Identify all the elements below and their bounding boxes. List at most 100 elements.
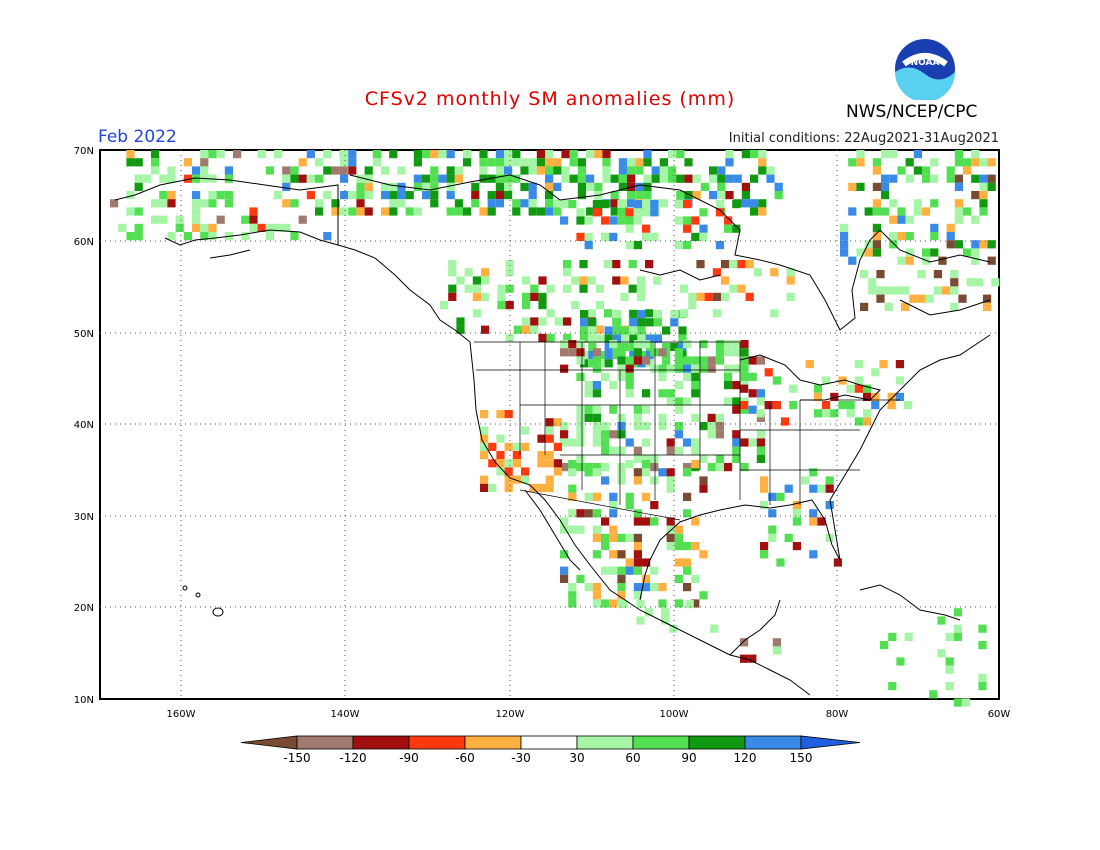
anomaly-cell: [577, 182, 586, 191]
anomaly-cell: [545, 199, 554, 208]
anomaly-cell: [331, 166, 340, 175]
coastlines: [114, 174, 991, 696]
anomaly-cell: [192, 215, 201, 224]
anomaly-cell: [792, 542, 801, 551]
anomaly-cell: [126, 207, 135, 216]
anomaly-cell: [909, 294, 918, 303]
anomaly-cell: [609, 599, 618, 608]
anomaly-cell: [642, 340, 651, 349]
anomaly-cell: [758, 207, 767, 216]
anomaly-cell: [588, 342, 597, 351]
anomaly-cell: [618, 158, 627, 167]
anomaly-cell: [224, 174, 233, 183]
anomaly-cell: [876, 270, 885, 279]
anomaly-cell: [604, 309, 613, 318]
anomaly-cell: [674, 348, 683, 357]
anomaly-cell: [770, 268, 779, 277]
anomaly-cell: [954, 199, 963, 208]
anomaly-cell: [208, 191, 217, 200]
color-bar-swatch: [688, 735, 746, 750]
anomaly-cell: [553, 459, 562, 468]
anomaly-cell: [724, 216, 733, 225]
anomaly-cell: [650, 348, 659, 357]
anomaly-cell: [446, 174, 455, 183]
anomaly-cell: [636, 600, 645, 609]
anomaly-cell: [488, 483, 497, 492]
anomaly-cell: [741, 199, 750, 208]
anomaly-cell: [925, 294, 934, 303]
anomaly-cell: [580, 326, 589, 335]
anomaly-cell: [860, 270, 869, 279]
anomaly-cell: [601, 216, 610, 225]
anomaly-cell: [642, 468, 651, 477]
anomaly-cell: [627, 166, 636, 175]
anomaly-cell: [670, 318, 679, 327]
anomaly-cell: [987, 174, 996, 183]
anomaly-cell: [856, 150, 865, 159]
anomaly-cell: [717, 166, 726, 175]
anomaly-cell: [884, 286, 893, 295]
anomaly-cell: [580, 334, 589, 343]
anomaly-cell: [725, 174, 734, 183]
anomaly-cell: [938, 256, 947, 265]
logo-text: NOAA: [911, 58, 940, 68]
anomaly-cell: [592, 599, 601, 608]
anomaly-cell: [536, 150, 545, 159]
anomaly-cell: [306, 174, 315, 183]
anomaly-cell: [683, 558, 692, 567]
anomaly-cell: [636, 616, 645, 625]
anomaly-cell: [633, 241, 642, 250]
anomaly-cell: [715, 422, 724, 431]
anomaly-cell: [691, 413, 700, 422]
anomaly-cell: [609, 232, 618, 241]
anomaly-cell: [691, 232, 700, 241]
anomaly-cell: [674, 446, 683, 455]
anomaly-cell: [495, 191, 504, 200]
anomaly-cell: [265, 232, 274, 241]
anomaly-cell: [134, 182, 143, 191]
anomaly-cell: [576, 509, 585, 518]
anomaly-cell: [584, 389, 593, 398]
anomaly-cell: [642, 208, 651, 217]
anomaly-cell: [545, 191, 554, 200]
anomaly-cell: [650, 517, 659, 526]
anomaly-cell: [364, 174, 373, 183]
anomaly-cell: [871, 392, 880, 401]
anomaly-cell: [917, 294, 926, 303]
anomaly-cell: [662, 359, 671, 368]
anomaly-cell: [945, 682, 954, 691]
anomaly-cell: [617, 200, 626, 209]
anomaly-cell: [846, 409, 855, 418]
anomaly-cell: [609, 340, 618, 349]
anomaly-cell: [339, 166, 348, 175]
anomaly-cell: [216, 150, 225, 159]
anomaly-cell: [740, 401, 749, 410]
anomaly-cell: [889, 215, 898, 224]
anomaly-cell: [971, 256, 980, 265]
anomaly-cell: [937, 649, 946, 658]
agency-label: NWS/NCEP/CPC: [846, 102, 978, 122]
anomaly-cell: [732, 446, 741, 455]
anomaly-cell: [192, 199, 201, 208]
anomaly-cell: [323, 150, 332, 159]
anomaly-cell: [249, 215, 258, 224]
anomaly-cell: [487, 199, 496, 208]
anomaly-cell: [822, 376, 831, 385]
anomaly-cell: [584, 232, 593, 241]
anomaly-cell: [904, 401, 913, 410]
anomaly-cell: [151, 166, 160, 175]
anomaly-cell: [678, 326, 687, 335]
anomaly-cell: [946, 232, 955, 241]
anomaly-cell: [592, 468, 601, 477]
anomaly-cell: [692, 191, 701, 200]
anomaly-cell: [389, 182, 398, 191]
anomaly-cell: [625, 501, 634, 510]
anomaly-cell: [576, 405, 585, 414]
anomaly-cell: [545, 182, 554, 191]
anomaly-cell: [454, 207, 463, 216]
anomaly-cell: [568, 348, 577, 357]
anomaly-cell: [584, 405, 593, 414]
anomaly-cell: [864, 207, 873, 216]
anomaly-cell: [633, 566, 642, 575]
anomaly-cell: [454, 174, 463, 183]
